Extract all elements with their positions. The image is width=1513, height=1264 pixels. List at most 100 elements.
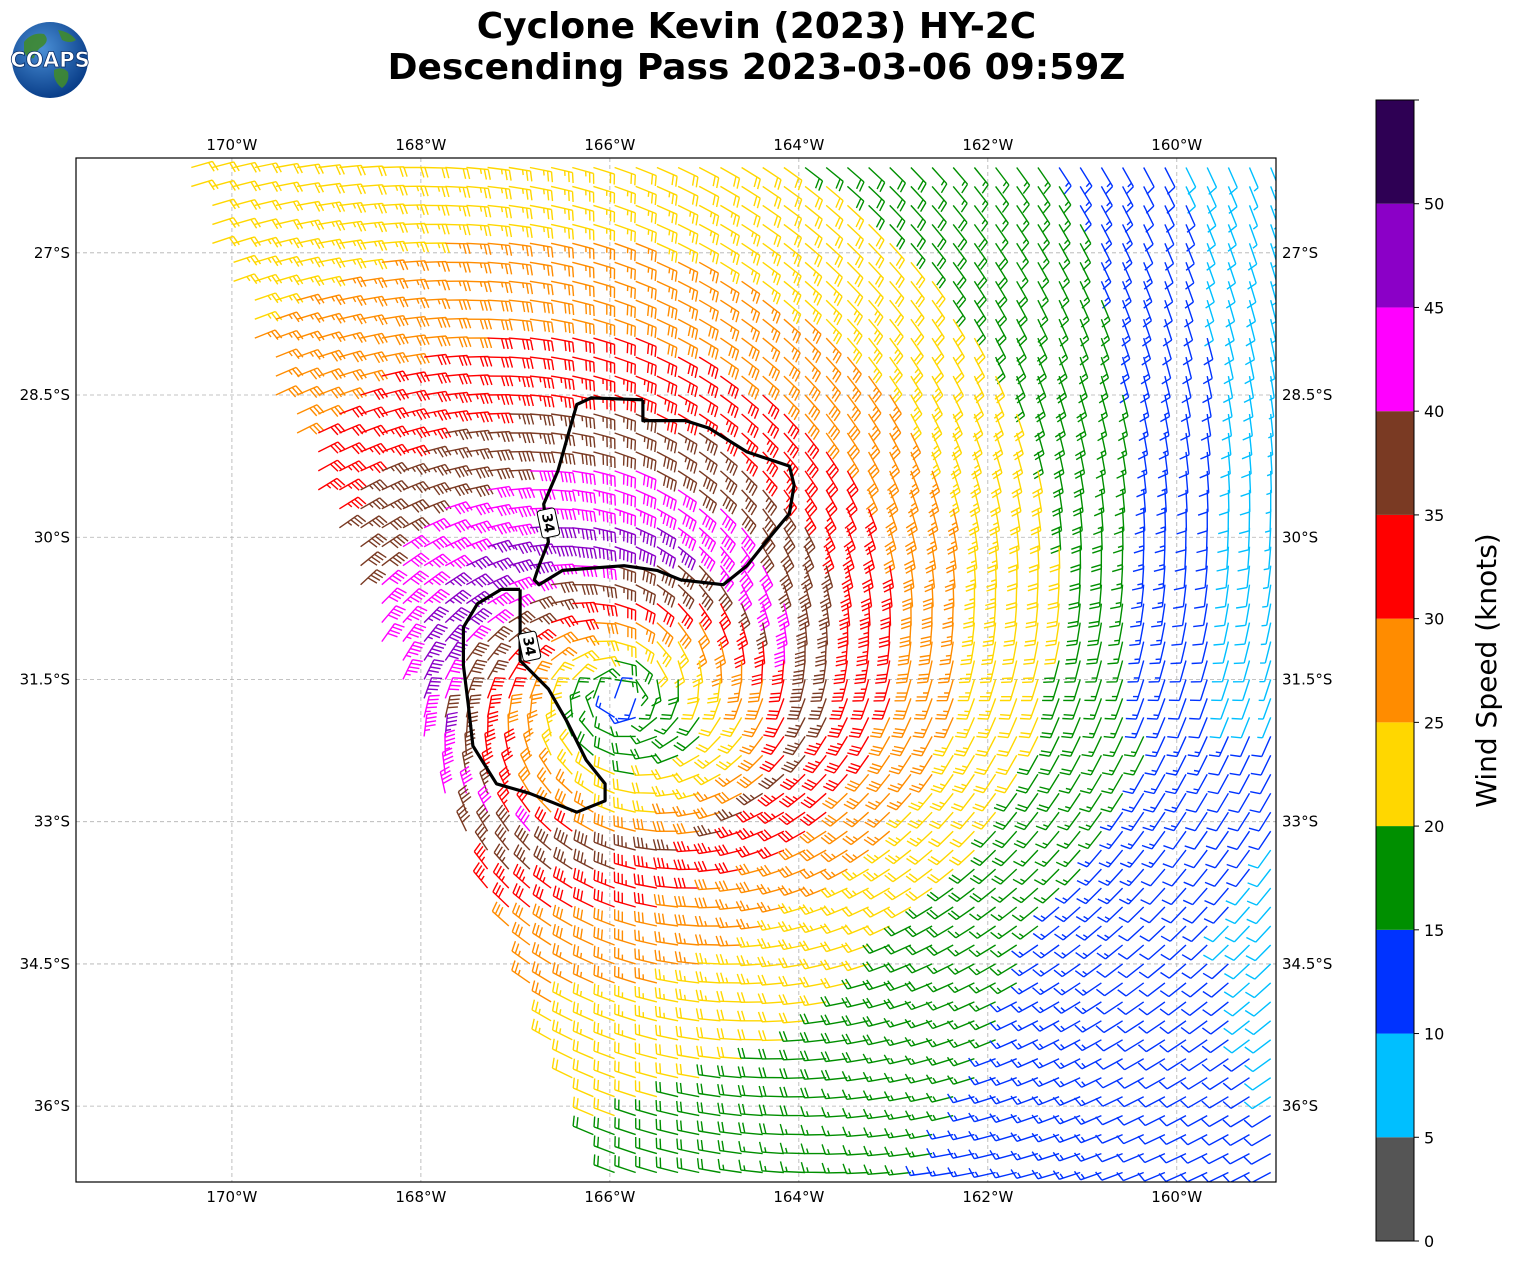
wind-barb bbox=[459, 765, 473, 794]
wind-barb bbox=[1053, 451, 1065, 480]
wind-barb bbox=[904, 1018, 933, 1029]
wind-barb bbox=[738, 1122, 763, 1136]
colorbar-segment bbox=[1376, 411, 1414, 515]
wind-barb bbox=[508, 280, 534, 295]
wind-barb bbox=[508, 299, 534, 314]
wind-barb bbox=[572, 565, 598, 578]
wind-barb bbox=[1010, 1132, 1039, 1142]
wind-barb bbox=[698, 451, 718, 475]
wind-barb bbox=[1012, 887, 1039, 904]
wind-barb bbox=[753, 641, 766, 668]
wind-barb bbox=[931, 261, 946, 289]
wind-barb bbox=[1038, 754, 1060, 776]
wind-barb bbox=[1153, 546, 1166, 572]
wind-barb bbox=[931, 375, 944, 404]
lon-tick-label-bottom: 168°W bbox=[395, 1188, 446, 1206]
wind-barb bbox=[868, 166, 886, 193]
wind-barb bbox=[593, 793, 615, 813]
wind-barb bbox=[968, 1001, 996, 1012]
wind-barb bbox=[774, 641, 786, 668]
wind-barb bbox=[477, 784, 492, 813]
wind-barb bbox=[956, 698, 976, 720]
wind-barb bbox=[960, 641, 976, 666]
wind-barb bbox=[402, 371, 430, 384]
wind-barb bbox=[717, 1140, 742, 1155]
wind-barb bbox=[695, 952, 721, 965]
wind-barb bbox=[779, 1105, 806, 1117]
wind-barb bbox=[508, 693, 523, 718]
wind-barb bbox=[296, 348, 325, 360]
wind-barb bbox=[735, 900, 763, 912]
wind-barb bbox=[531, 942, 552, 965]
wind-barb bbox=[925, 1001, 954, 1011]
wind-barb bbox=[973, 773, 997, 794]
wind-barb bbox=[825, 356, 842, 383]
wind-barb bbox=[445, 280, 471, 292]
wind-barb bbox=[1206, 224, 1217, 252]
wind-barb bbox=[654, 987, 679, 1003]
wind-barb bbox=[656, 603, 675, 628]
wind-barb bbox=[846, 337, 863, 364]
wind-barb bbox=[496, 785, 510, 813]
wind-barb bbox=[735, 810, 764, 823]
wind-barb bbox=[862, 906, 891, 918]
wind-barb bbox=[675, 1025, 700, 1041]
wind-barb bbox=[931, 754, 954, 775]
wind-barb bbox=[783, 527, 796, 555]
wind-barb bbox=[508, 223, 533, 239]
wind-barb bbox=[779, 773, 806, 791]
wind-barb bbox=[951, 432, 963, 461]
map-frame bbox=[75, 157, 1277, 1183]
wind-barb bbox=[1171, 622, 1187, 646]
wind-barb bbox=[846, 166, 865, 192]
wind-barb bbox=[339, 239, 367, 251]
wind-barb bbox=[949, 470, 961, 499]
wind-barb bbox=[1233, 641, 1251, 665]
wind-barb bbox=[1200, 432, 1211, 460]
wind-barb bbox=[966, 546, 978, 574]
wind-barb bbox=[552, 923, 573, 946]
wind-barb bbox=[296, 163, 324, 175]
wind-barb bbox=[676, 1157, 700, 1174]
wind-barb bbox=[1243, 1077, 1272, 1091]
wind-barb bbox=[1073, 1133, 1102, 1144]
lon-tick-label-bottom: 166°W bbox=[584, 1188, 635, 1206]
wind-barb bbox=[1203, 906, 1229, 924]
wind-barb bbox=[296, 200, 325, 212]
wind-barb bbox=[889, 204, 906, 231]
wind-barb bbox=[976, 717, 997, 739]
wind-barb bbox=[950, 792, 975, 812]
wind-barb bbox=[695, 735, 721, 753]
wind-barb bbox=[968, 1075, 996, 1086]
wind-barb bbox=[614, 508, 637, 527]
coaps-globe-logo: COAPS bbox=[10, 22, 90, 98]
wind-barb bbox=[508, 204, 533, 220]
wind-barb bbox=[1193, 584, 1208, 609]
wind-barb bbox=[804, 356, 822, 383]
wind-barb bbox=[1016, 224, 1030, 252]
wind-barb bbox=[883, 925, 912, 937]
wind-barb bbox=[672, 841, 700, 853]
wind-barb bbox=[1010, 1039, 1039, 1050]
wind-barb bbox=[928, 811, 954, 830]
wind-barb bbox=[593, 1154, 615, 1174]
wind-barb bbox=[903, 565, 915, 593]
wind-barb bbox=[868, 223, 885, 250]
wind-barb bbox=[1073, 1077, 1102, 1088]
wind-barb bbox=[466, 555, 494, 570]
wind-barb bbox=[1222, 375, 1234, 404]
wind-barb bbox=[652, 839, 679, 851]
wind-barb bbox=[993, 394, 1005, 423]
colorbar-segment bbox=[1376, 514, 1414, 619]
wind-barb bbox=[1152, 565, 1166, 591]
wind-barb bbox=[762, 432, 779, 459]
wind-barb bbox=[1043, 660, 1060, 683]
wind-barb bbox=[868, 318, 884, 346]
wind-barb bbox=[654, 931, 679, 946]
wind-barb bbox=[635, 166, 657, 187]
wind-barb bbox=[968, 1020, 996, 1031]
wind-barb bbox=[613, 834, 636, 851]
wind-barb bbox=[441, 747, 454, 775]
wind-barb bbox=[656, 470, 677, 492]
wind-barb bbox=[741, 356, 760, 381]
